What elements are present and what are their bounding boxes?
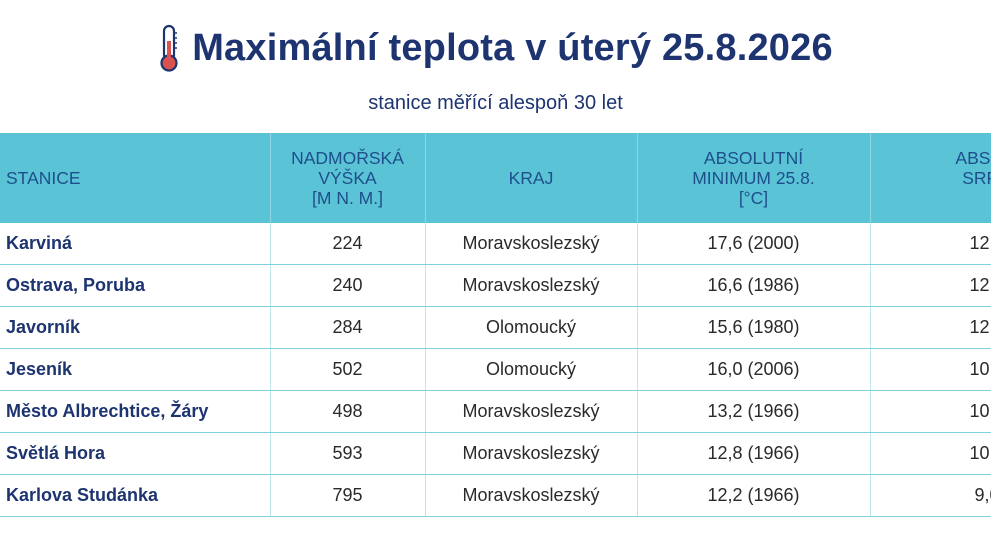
column-header-abs-min: ABSOLUTNÍ MINIMUM 25.8. [°C] bbox=[637, 133, 871, 223]
column-header-line: MINIMUM 25.8. bbox=[692, 168, 815, 188]
column-header-line: ABSOLUTNÍ bbox=[703, 148, 804, 168]
column-header-line: [°C] bbox=[877, 188, 991, 208]
cell-abs-aug: 10,2 (31. bbox=[870, 432, 991, 475]
cell-region: Olomoucký bbox=[425, 348, 638, 391]
cell-station: Jeseník bbox=[0, 348, 271, 391]
page-title: Maximální teplota v úterý 25.8.2026 bbox=[192, 26, 833, 69]
column-header-line: NADMOŘSKÁ bbox=[291, 148, 404, 168]
cell-region: Moravskoslezský bbox=[425, 223, 638, 265]
cell-region: Moravskoslezský bbox=[425, 390, 638, 433]
data-table: STANICE NADMOŘSKÁ VÝŠKA [m n. m.] KRAJ ABSOLU… bbox=[0, 133, 991, 517]
cell-abs-min: 13,2 (1966) bbox=[637, 390, 871, 433]
title-row: Maximální teplota v úterý 25.8.2026 bbox=[0, 18, 991, 78]
cell-altitude: 284 bbox=[270, 306, 426, 349]
cell-region: Moravskoslezský bbox=[425, 474, 638, 517]
cell-abs-min: 12,8 (1966) bbox=[637, 432, 871, 475]
cell-region: Olomoucký bbox=[425, 306, 638, 349]
table-row: Karlova Studánka 795 Moravskoslezský 12,2 (… bbox=[0, 474, 991, 517]
cell-abs-min: 16,0 (2006) bbox=[637, 348, 871, 391]
cell-region: Moravskoslezský bbox=[425, 264, 638, 307]
column-header-line: STANICE bbox=[6, 168, 81, 188]
cell-altitude: 240 bbox=[270, 264, 426, 307]
column-header-line: ABSOLUTNÍ bbox=[955, 148, 991, 168]
column-header-altitude: NADMOŘSKÁ VÝŠKA [m n. m.] bbox=[270, 133, 426, 223]
cell-abs-aug: 10,2 (29. bbox=[870, 390, 991, 433]
table-header-row: STANICE NADMOŘSKÁ VÝŠKA [m n. m.] KRAJ ABSOLU… bbox=[0, 133, 991, 223]
cell-abs-aug: 12,6 (30. bbox=[870, 223, 991, 265]
cell-abs-aug: 9,0 (8.8 bbox=[870, 474, 991, 517]
column-header-region: KRAJ bbox=[425, 133, 638, 223]
cell-altitude: 224 bbox=[270, 223, 426, 265]
cell-abs-min: 12,2 (1966) bbox=[637, 474, 871, 517]
column-header-abs-aug: ABSOLUTNÍSRPNOVÉ[°C] bbox=[870, 133, 991, 223]
cell-altitude: 593 bbox=[270, 432, 426, 475]
cell-abs-min: 16,6 (1986) bbox=[637, 264, 871, 307]
column-header-line: [m n. m.] bbox=[312, 188, 383, 208]
cell-station: Javorník bbox=[0, 306, 271, 349]
column-header-line: VÝŠKA bbox=[318, 168, 377, 188]
column-header-line: KRAJ bbox=[508, 168, 554, 188]
cell-station: Karviná bbox=[0, 223, 271, 265]
cell-region: Moravskoslezský bbox=[425, 432, 638, 475]
thermometer-icon bbox=[160, 24, 178, 72]
cell-station: Město Albrechtice, Žáry bbox=[0, 390, 271, 433]
page-subtitle: stanice měřící alespoň 30 let bbox=[368, 92, 623, 114]
cell-abs-min: 17,6 (2000) bbox=[637, 223, 871, 265]
cell-altitude: 498 bbox=[270, 390, 426, 433]
column-header-station: STANICE bbox=[0, 133, 271, 223]
cell-abs-aug: 12,1 (31. bbox=[870, 306, 991, 349]
table-row: Světlá Hora 593 Moravskoslezský 12,8 (1966)… bbox=[0, 432, 991, 475]
cell-station: Ostrava, Poruba bbox=[0, 264, 271, 307]
cell-abs-min: 15,6 (1980) bbox=[637, 306, 871, 349]
column-header-line: [°C] bbox=[738, 188, 769, 208]
cell-station: Karlova Studánka bbox=[0, 474, 271, 517]
column-header-line: SRPNOVÉ bbox=[962, 168, 991, 188]
data-table-container: STANICE NADMOŘSKÁ VÝŠKA [m n. m.] KRAJ ABSOLU… bbox=[0, 133, 991, 533]
cell-abs-aug: 12,1 (31. bbox=[870, 264, 991, 307]
cell-altitude: 795 bbox=[270, 474, 426, 517]
cell-abs-aug: 10,2 (31. bbox=[870, 348, 991, 391]
table-row: Ostrava, Poruba 240 Moravskoslezský 16,6 (1… bbox=[0, 264, 991, 307]
cell-altitude: 502 bbox=[270, 348, 426, 391]
cell-station: Světlá Hora bbox=[0, 432, 271, 475]
table-header: STANICE NADMOŘSKÁ VÝŠKA [m n. m.] KRAJ ABSOLU… bbox=[0, 133, 991, 223]
table-row: Město Albrechtice, Žáry 498 Moravskoslezsk… bbox=[0, 390, 991, 433]
page-header: Maximální teplota v úterý 25.8.2026 stan… bbox=[0, 18, 991, 115]
